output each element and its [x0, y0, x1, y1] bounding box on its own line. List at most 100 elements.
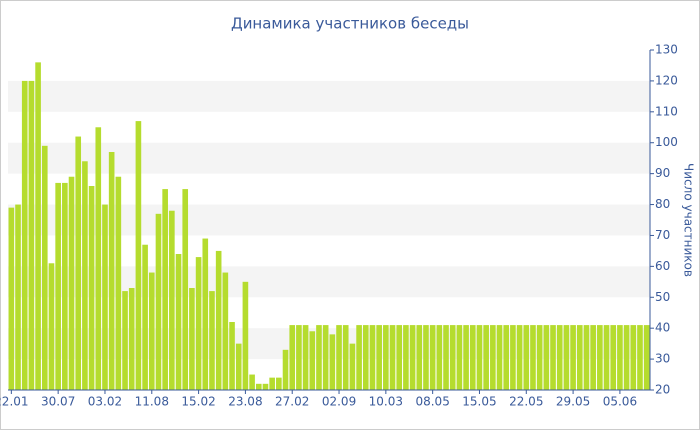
bar	[209, 291, 215, 390]
bar	[563, 325, 570, 390]
bar	[155, 213, 162, 390]
bar	[516, 325, 523, 390]
bar	[269, 377, 275, 390]
bar	[570, 325, 576, 390]
bar	[215, 250, 222, 390]
x-tick-label: 03.02	[88, 395, 122, 409]
bar	[449, 325, 456, 390]
bar	[15, 204, 21, 390]
bar	[536, 325, 543, 390]
bar	[95, 127, 102, 390]
bar	[282, 349, 289, 390]
bar	[576, 325, 583, 390]
bar	[35, 62, 41, 390]
bar	[617, 325, 623, 390]
bar	[148, 272, 155, 390]
bar	[202, 238, 209, 390]
bar	[356, 325, 362, 390]
bar	[637, 325, 643, 390]
bar	[590, 325, 596, 390]
y-tick-label: 40	[655, 321, 670, 335]
bar	[443, 325, 449, 390]
x-tick-label: 11.08	[135, 395, 169, 409]
bar	[255, 383, 262, 390]
bar	[262, 383, 269, 390]
bar	[309, 331, 316, 390]
bar	[189, 288, 195, 390]
x-tick-label: 15.05	[462, 395, 496, 409]
bar	[102, 204, 108, 390]
y-tick-label: 130	[655, 43, 678, 57]
bar	[322, 325, 329, 390]
bar	[235, 343, 242, 390]
bar	[342, 325, 349, 390]
bar	[610, 325, 617, 390]
bar	[82, 161, 88, 390]
bar	[543, 325, 550, 390]
bar	[169, 210, 175, 390]
grid-band	[8, 266, 650, 298]
bar	[510, 325, 516, 390]
bar	[48, 263, 55, 390]
bar	[316, 325, 322, 390]
y-tick-label: 30	[655, 352, 670, 366]
y-tick-label: 50	[655, 290, 670, 304]
x-tick-label: 27.02	[275, 395, 309, 409]
bar	[242, 281, 249, 390]
grid-band	[8, 80, 650, 112]
y-tick-label: 110	[655, 104, 678, 118]
bar	[490, 325, 496, 390]
x-tick-label: 23.08	[228, 395, 262, 409]
x-tick-label: 05.06	[603, 395, 637, 409]
bar	[503, 325, 510, 390]
bar	[349, 343, 356, 390]
bar	[423, 325, 429, 390]
x-tick-label: 15.02	[181, 395, 215, 409]
bar	[643, 325, 650, 390]
bar	[175, 254, 182, 390]
bar	[122, 291, 128, 390]
grid-band	[8, 328, 650, 360]
bar	[68, 176, 75, 390]
y-axis-label: Число участников	[682, 163, 696, 277]
bar	[336, 325, 342, 390]
bar	[429, 325, 436, 390]
bar	[496, 325, 503, 390]
bar	[530, 325, 536, 390]
y-tick-label: 100	[655, 135, 678, 149]
bar	[249, 374, 255, 390]
bar	[476, 325, 483, 390]
y-tick-label: 20	[655, 383, 670, 397]
y-tick-label: 70	[655, 228, 670, 242]
bar	[195, 257, 202, 390]
bar	[556, 325, 563, 390]
bar	[329, 334, 336, 390]
bar	[8, 207, 15, 390]
bar	[229, 322, 235, 390]
bar	[603, 325, 610, 390]
x-tick-label: 02.09	[322, 395, 356, 409]
bar	[483, 325, 489, 390]
x-tick-label: 10.03	[369, 395, 403, 409]
bar	[55, 182, 61, 390]
x-tick-label: 22.01	[0, 395, 29, 409]
y-tick-label: 80	[655, 197, 670, 211]
bar	[523, 325, 530, 390]
grid-band	[8, 204, 650, 236]
bar	[396, 325, 403, 390]
bar	[222, 272, 229, 390]
y-tick-label: 120	[655, 73, 678, 87]
bar	[75, 136, 82, 390]
x-tick-label: 08.05	[415, 395, 449, 409]
bar	[369, 325, 376, 390]
bar	[182, 189, 189, 390]
y-tick-label: 90	[655, 166, 670, 180]
bar	[21, 80, 28, 390]
bar	[302, 325, 309, 390]
bar	[162, 189, 168, 390]
grid-band	[8, 142, 650, 174]
x-tick-label: 30.07	[41, 395, 75, 409]
bar	[296, 325, 302, 390]
bar	[108, 152, 115, 390]
y-tick-label: 60	[655, 259, 670, 273]
